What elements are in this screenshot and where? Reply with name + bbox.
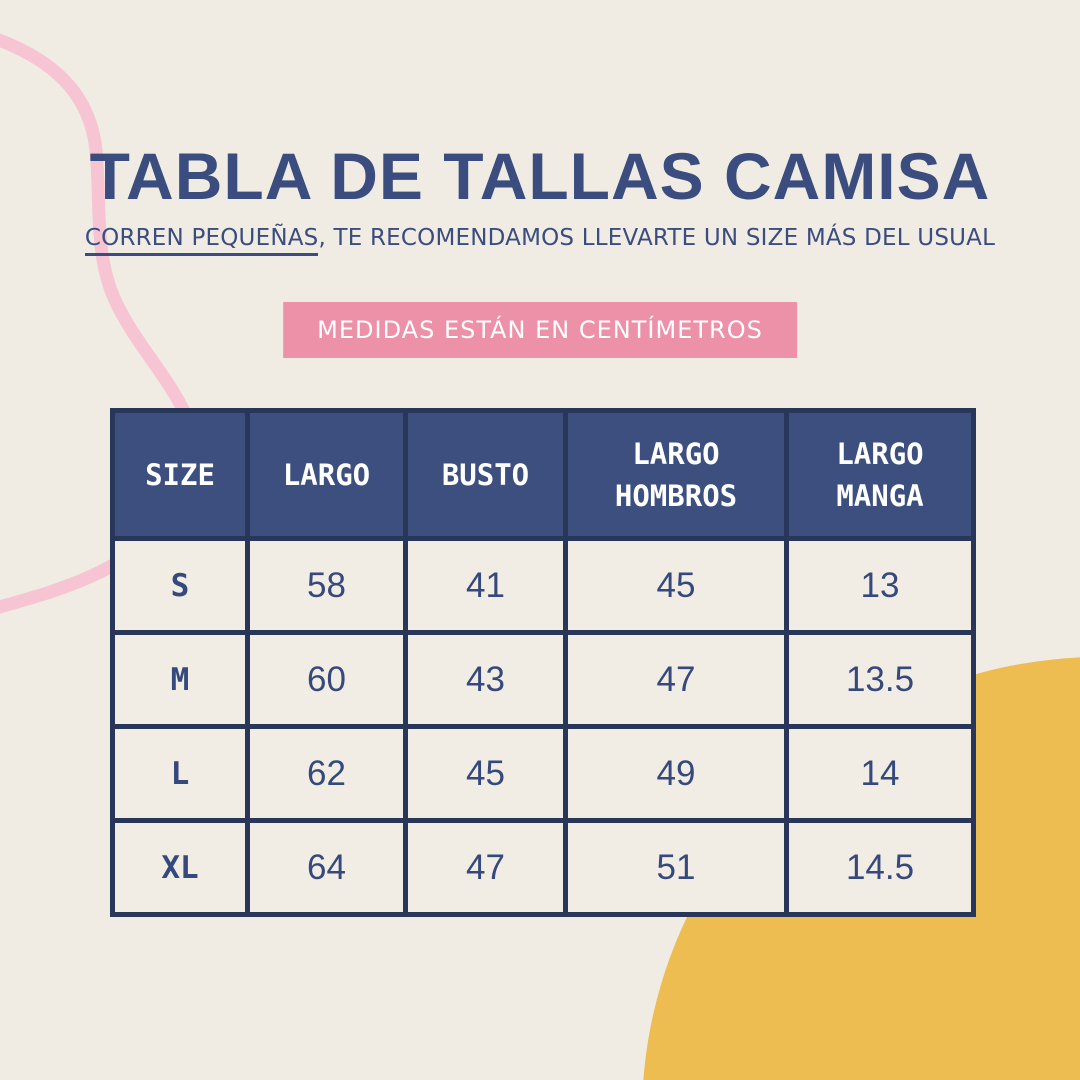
- value-cell: 45: [563, 536, 789, 635]
- value-cell: 64: [245, 818, 408, 917]
- value-cell: 60: [245, 630, 408, 729]
- column-header-largo-hombros: LARGO HOMBROS: [563, 408, 789, 541]
- value-cell: 51: [563, 818, 789, 917]
- pink-squiggle-line: [0, 33, 202, 614]
- value-cell: 14.5: [784, 818, 976, 917]
- value-cell: 14: [784, 724, 976, 823]
- value-cell: 47: [403, 818, 568, 917]
- size-chart-table: SIZE LARGO BUSTO LARGO HOMBROS LARGO MAN…: [110, 408, 976, 917]
- size-note: CORREN PEQUEÑAS, TE RECOMENDAMOS LLEVART…: [0, 222, 1080, 256]
- column-header-largo: LARGO: [245, 408, 408, 541]
- column-header-busto: BUSTO: [403, 408, 568, 541]
- value-cell: 49: [563, 724, 789, 823]
- table-header-row: SIZE LARGO BUSTO LARGO HOMBROS LARGO MAN…: [110, 408, 976, 541]
- value-cell: 43: [403, 630, 568, 729]
- value-cell: 13.5: [784, 630, 976, 729]
- size-cell: XL: [110, 818, 250, 917]
- size-note-rest: , TE RECOMENDAMOS LLEVARTE UN SIZE MÁS D…: [318, 225, 996, 251]
- value-cell: 41: [403, 536, 568, 635]
- value-cell: 47: [563, 630, 789, 729]
- value-cell: 58: [245, 536, 408, 635]
- size-cell: L: [110, 724, 250, 823]
- value-cell: 62: [245, 724, 408, 823]
- table-row-m: M 60 43 47 13.5: [110, 630, 976, 729]
- size-note-emphasis: CORREN PEQUEÑAS: [84, 225, 319, 256]
- column-header-largo-manga: LARGO MANGA: [784, 408, 976, 541]
- table-row-xl: XL 64 47 51 14.5: [110, 818, 976, 917]
- value-cell: 13: [784, 536, 976, 635]
- size-cell: M: [110, 630, 250, 729]
- size-cell: S: [110, 536, 250, 635]
- table-row-s: S 58 41 45 13: [110, 536, 976, 635]
- units-badge: MEDIDAS ESTÁN EN CENTÍMETROS: [283, 302, 797, 358]
- value-cell: 45: [403, 724, 568, 823]
- column-header-size: SIZE: [110, 408, 250, 541]
- page-title: TABLA DE TALLAS CAMISA: [89, 139, 991, 213]
- table-row-l: L 62 45 49 14: [110, 724, 976, 823]
